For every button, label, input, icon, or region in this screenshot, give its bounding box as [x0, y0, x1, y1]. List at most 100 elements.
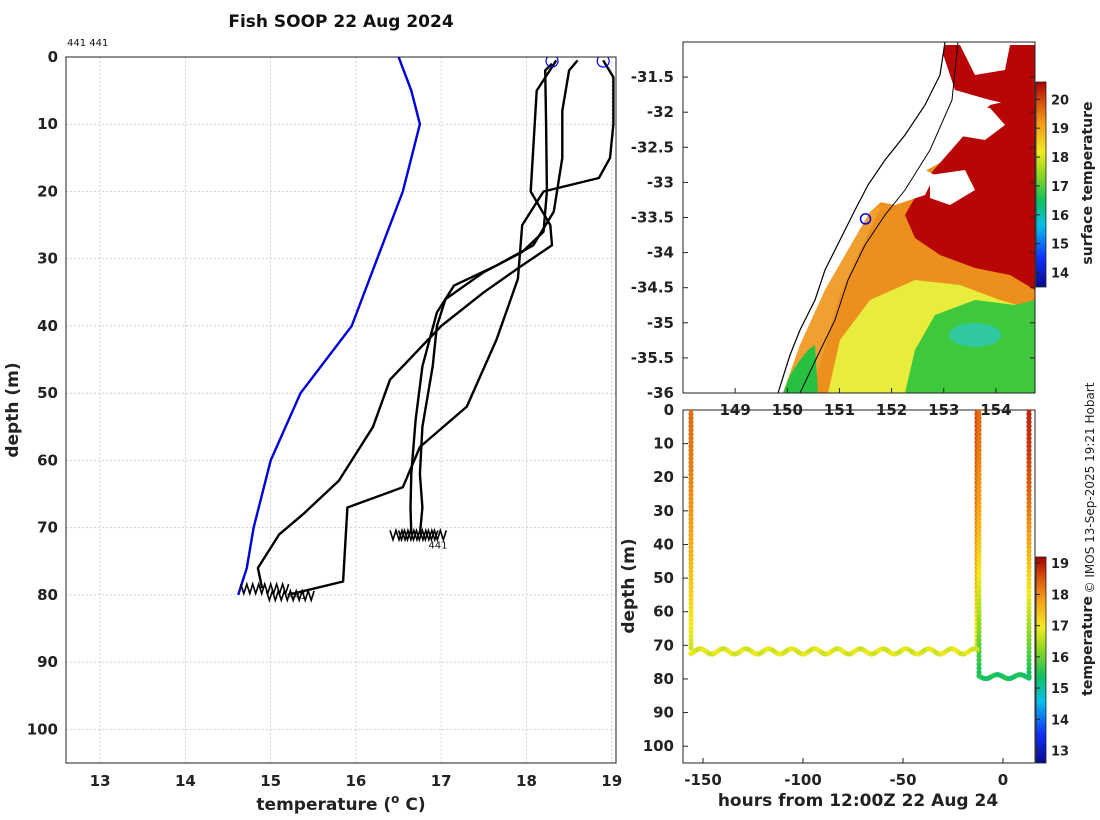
section-point-cast-4 [1026, 572, 1032, 579]
sst-green-coast [783, 345, 818, 393]
section-point-cast-4 [1026, 496, 1032, 502]
section-point-cast-4 [1026, 580, 1032, 587]
section-point-cast-3 [976, 520, 982, 526]
section-point-cast-1 [688, 423, 694, 429]
profile-y-tick-label: 40 [37, 317, 58, 335]
section-point-cast-1 [688, 568, 694, 574]
map-y-tick-label: -33.5 [631, 209, 674, 227]
temperature-colorbar-tick-label: 18 [1051, 588, 1069, 603]
profile-line-profile-4 [287, 59, 615, 597]
profile-grid [66, 56, 616, 763]
shelf-isobath [799, 42, 959, 393]
section-point-cast-1 [688, 613, 694, 619]
profile-annotation-1: 441 [428, 540, 447, 551]
section-point-cast-3 [976, 629, 982, 635]
map-y-tick-label: -35 [647, 314, 674, 332]
section-point-cast-3 [976, 411, 982, 417]
section-point-cast-1 [688, 480, 694, 486]
section-point-cast-3 [976, 480, 982, 486]
section-point-cast-3 [976, 552, 982, 558]
section-point-cast-1 [688, 625, 694, 631]
section-axes-frame [682, 409, 1036, 764]
section-point-cast-4 [1026, 609, 1032, 615]
profile-y-tick-label: 10 [37, 115, 58, 133]
section-point-cast-3 [976, 536, 982, 542]
section-point-cast-1 [688, 588, 694, 595]
section-point-cast-4 [1026, 524, 1032, 530]
temperature-colorbar-tick-label: 16 [1051, 651, 1069, 666]
section-point-cast-3 [976, 641, 982, 647]
sst-coastal-band [783, 205, 882, 393]
profile-y-tick-label: 30 [37, 250, 58, 268]
section-point-cast-4 [1026, 508, 1032, 514]
section-point-cast-1 [688, 609, 694, 615]
section-point-cast-3 [976, 427, 982, 433]
section-point-cast-4 [1026, 637, 1032, 643]
profile-x-tick-label: 17 [431, 772, 452, 790]
section-point-cast-4 [1026, 601, 1032, 607]
section-point-cast-3 [976, 637, 982, 643]
section-point-cast-3 [976, 633, 982, 639]
section-point-cast-1 [688, 488, 694, 494]
section-point-cast-3 [976, 617, 982, 623]
section-point-cast-4 [1026, 500, 1032, 506]
section-y-tick-label: 40 [653, 535, 674, 553]
section-point-cast-1 [688, 601, 694, 607]
profile-surface-marker-1 [545, 57, 559, 68]
profile-line-profile-1 [418, 62, 553, 535]
section-point-cast-4 [1026, 475, 1032, 482]
section-point-cast-1 [688, 544, 694, 550]
section-point-cast-3 [976, 443, 982, 449]
map-y-tick-label: -32.5 [631, 138, 674, 156]
section-x-label: hours from 12:00Z 22 Aug 24 [718, 791, 999, 811]
profile-x-tick-label: 15 [260, 772, 281, 790]
section-point-cast-4 [1026, 665, 1032, 671]
map-y-tick-label: -35.5 [631, 349, 674, 367]
section-point-cast-3 [976, 488, 982, 494]
profile-y-ticks: 0 10 20 30 40 50 60 70 80 90 100 [27, 48, 58, 738]
section-point-cast-1 [688, 580, 694, 587]
section-point-cast-4 [1026, 447, 1032, 453]
section-point-cast-1 [688, 641, 694, 647]
section-points [688, 410, 1032, 682]
section-point-cast-3 [976, 657, 982, 663]
section-point-cast-3 [976, 592, 982, 599]
section-point-cast-4 [1026, 439, 1032, 445]
section-point-cast-3 [976, 669, 982, 675]
coastline [777, 42, 946, 393]
temperature-colorbar-label: temperature [1080, 596, 1096, 696]
section-point-cast-1 [688, 637, 694, 643]
section-point-cast-4 [1026, 649, 1032, 655]
profile-y-tick-label: 20 [37, 182, 58, 200]
section-point-cast-1 [688, 492, 694, 498]
section-x-tick-label: -100 [784, 771, 822, 789]
section-point-cast-1 [688, 435, 694, 441]
section-point-cast-1 [688, 411, 694, 417]
profile-y-tick-label: 0 [48, 48, 58, 66]
sst-colorbar-tick-label: 17 [1051, 180, 1069, 195]
section-point-cast-4 [1026, 613, 1032, 619]
section-point-cast-4 [1026, 592, 1032, 599]
section-point-cast-4 [1026, 532, 1032, 538]
section-point-cast-3 [976, 568, 982, 574]
section-point-cast-1 [688, 455, 694, 462]
section-point-cast-4 [1026, 427, 1032, 433]
section-y-tick-label: 90 [653, 704, 674, 722]
section-point-cast-3 [976, 544, 982, 550]
section-point-cast-3 [976, 459, 982, 466]
section-y-tick-label: 100 [643, 737, 674, 755]
section-point-cast-3 [976, 431, 982, 437]
section-point-cast-4 [1026, 536, 1032, 542]
section-point-cast-3 [976, 601, 982, 607]
section-panel: -150 -100 -50 0 0 10 20 30 40 50 60 70 80 90 100 hour… [619, 401, 1096, 811]
profile-x-tick-label: 16 [345, 772, 366, 790]
section-point-cast-1 [688, 617, 694, 623]
section-point-cast-1 [688, 415, 694, 421]
section-y-tick-label: 80 [653, 670, 674, 688]
section-point-cast-3 [976, 580, 982, 587]
section-point-cast-4 [1026, 669, 1032, 675]
profile-x-tick-label: 14 [175, 772, 196, 790]
degree-sup: o [391, 792, 399, 806]
section-point-cast-4 [1026, 653, 1032, 659]
ship-position-marker [859, 213, 872, 225]
